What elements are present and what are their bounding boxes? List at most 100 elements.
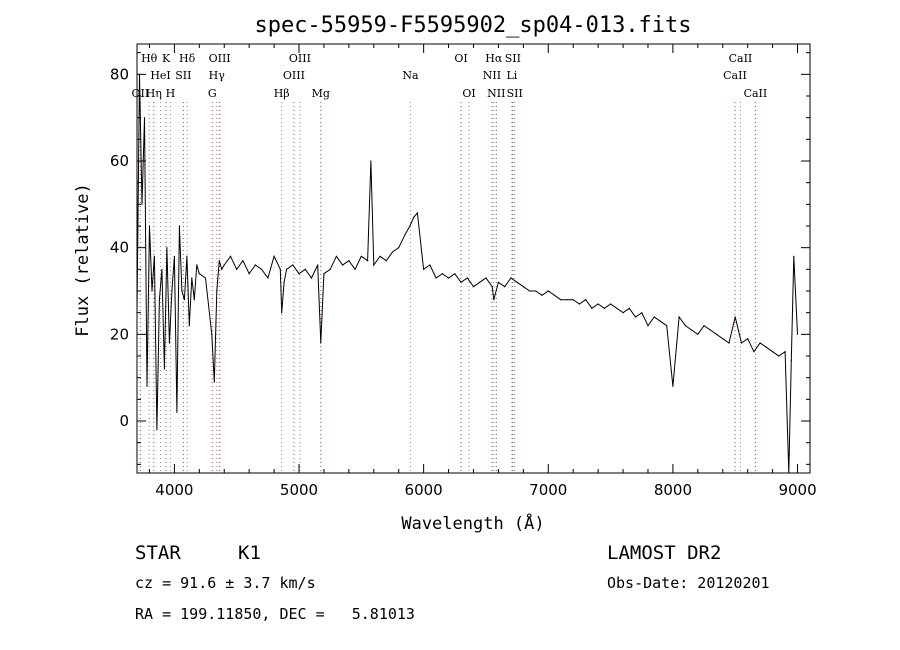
x-tick-label: 9000 bbox=[778, 481, 816, 499]
flux-point bbox=[659, 320, 662, 322]
flux-point bbox=[454, 273, 456, 275]
flux-point bbox=[778, 355, 780, 357]
flux-point bbox=[678, 316, 680, 318]
object-class: STAR bbox=[135, 542, 181, 564]
flux-point bbox=[448, 277, 450, 279]
spectral-line-label: Hθ bbox=[141, 52, 158, 65]
flux-point bbox=[765, 346, 768, 348]
flux-point bbox=[413, 216, 415, 218]
flux-point bbox=[416, 212, 418, 214]
flux-point bbox=[281, 312, 283, 314]
flux-point bbox=[161, 268, 163, 270]
spectral-line-label: OI bbox=[462, 87, 475, 100]
flux-point bbox=[772, 351, 774, 353]
flux-point bbox=[510, 277, 512, 279]
flux-point bbox=[304, 268, 306, 270]
flux-point bbox=[672, 385, 674, 387]
flux-point bbox=[146, 385, 148, 387]
flux-point bbox=[472, 286, 475, 288]
flux-point bbox=[218, 260, 220, 262]
flux-point bbox=[759, 342, 761, 344]
spectral-line-markers: OIIHθHηHeIKHSIIHδGHγOIIIHβOIIIOIIIMgNaOI… bbox=[132, 52, 767, 473]
y-tick-label: 40 bbox=[110, 239, 129, 257]
spectral-line-label: SII bbox=[175, 69, 191, 82]
flux-point bbox=[597, 303, 599, 305]
flux-point bbox=[793, 255, 795, 257]
flux-point bbox=[585, 299, 587, 301]
flux-point bbox=[409, 225, 411, 227]
flux-point bbox=[223, 264, 225, 266]
x-tick-label: 8000 bbox=[654, 481, 692, 499]
spectral-line-label: Na bbox=[402, 69, 419, 82]
x-tick-label: 6000 bbox=[405, 481, 443, 499]
flux-point bbox=[391, 251, 394, 253]
flux-point bbox=[261, 268, 263, 270]
spectral-line-label: CaII bbox=[723, 69, 747, 82]
flux-point bbox=[385, 260, 387, 262]
flux-point bbox=[429, 264, 431, 266]
flux-point bbox=[181, 290, 183, 292]
flux-point bbox=[529, 290, 531, 292]
flux-point bbox=[497, 281, 499, 283]
flux-point bbox=[697, 333, 699, 335]
flux-point bbox=[460, 281, 462, 283]
flux-point bbox=[216, 290, 218, 292]
flux-point bbox=[323, 273, 325, 275]
flux-point bbox=[360, 255, 362, 257]
flux-point bbox=[734, 316, 736, 318]
flux-point bbox=[541, 294, 543, 296]
spectral-line-label: OIII bbox=[283, 69, 305, 82]
spectral-line-label: H bbox=[166, 87, 176, 100]
flux-point bbox=[493, 299, 495, 301]
flux-point bbox=[616, 307, 618, 309]
flux-point bbox=[747, 338, 749, 340]
flux-point bbox=[740, 342, 743, 344]
flux-point bbox=[709, 329, 711, 331]
x-tick-label: 7000 bbox=[529, 481, 567, 499]
flux-point bbox=[143, 117, 146, 119]
chart-title: spec-55959-F5595902_sp04-013.fits bbox=[254, 13, 691, 38]
flux-point bbox=[292, 264, 294, 266]
flux-point bbox=[213, 381, 215, 383]
y-tick-label: 0 bbox=[119, 412, 129, 430]
flux-point bbox=[653, 316, 655, 318]
flux-point bbox=[479, 281, 481, 283]
flux-point bbox=[404, 234, 406, 236]
flux-point bbox=[335, 255, 337, 257]
flux-point bbox=[790, 359, 792, 361]
flux-point bbox=[279, 268, 281, 270]
flux-point bbox=[171, 290, 173, 292]
flux-point bbox=[466, 277, 468, 279]
flux-point bbox=[485, 277, 487, 279]
flux-point bbox=[753, 351, 755, 353]
spectral-line-label: NII bbox=[483, 69, 501, 82]
flux-point bbox=[329, 268, 331, 270]
spectral-line-label: OIII bbox=[209, 52, 231, 65]
flux-point bbox=[166, 247, 168, 249]
observation-date: Obs-Date: 20120201 bbox=[607, 574, 770, 592]
flux-point bbox=[173, 255, 175, 257]
flux-point bbox=[722, 338, 724, 340]
flux-point bbox=[516, 281, 518, 283]
flux-point bbox=[298, 273, 300, 275]
flux-point bbox=[156, 429, 158, 431]
spectral-line-label: SII bbox=[507, 87, 523, 100]
spectral-line-label: NII bbox=[487, 87, 505, 100]
flux-point bbox=[267, 277, 269, 279]
y-tick-label: 60 bbox=[110, 152, 129, 170]
flux-point bbox=[183, 299, 185, 301]
flux-point bbox=[373, 264, 375, 266]
flux-point bbox=[153, 255, 155, 257]
flux-point bbox=[317, 264, 319, 266]
flux-point bbox=[522, 286, 525, 288]
flux-point bbox=[603, 307, 606, 309]
flux-point bbox=[566, 299, 568, 301]
flux-point bbox=[354, 268, 356, 270]
flux-point bbox=[204, 277, 207, 279]
spectral-line-label: CaII bbox=[729, 52, 753, 65]
flux-point bbox=[348, 260, 350, 262]
flux-point bbox=[367, 260, 369, 262]
flux-point bbox=[370, 160, 372, 162]
plot-frame bbox=[136, 43, 811, 474]
